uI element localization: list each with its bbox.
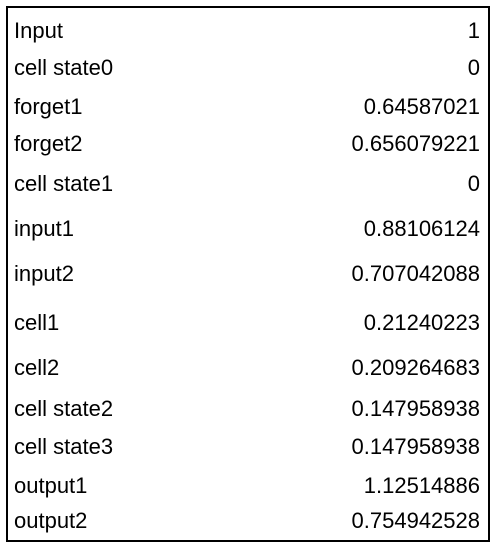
row-value: 0.656079221 bbox=[351, 131, 480, 156]
row-value: 0.64587021 bbox=[363, 94, 480, 119]
table-row: cell state0 0 bbox=[8, 53, 488, 83]
row-label: output1 bbox=[14, 473, 88, 498]
row-value: 0.21240223 bbox=[363, 310, 480, 335]
table-row: cell1 0.21240223 bbox=[8, 308, 488, 338]
row-label: cell state3 bbox=[14, 434, 114, 459]
table-row: forget1 0.64587021 bbox=[8, 92, 488, 122]
row-value: 0.88106124 bbox=[363, 216, 480, 241]
row-label: cell state2 bbox=[14, 396, 114, 421]
table-row: output2 0.754942528 bbox=[8, 506, 488, 536]
row-value: 0.209264683 bbox=[351, 355, 480, 380]
row-value: 0 bbox=[467, 171, 480, 196]
row-value: 0.147958938 bbox=[351, 396, 480, 421]
row-value: 0.707042088 bbox=[351, 261, 480, 286]
table-row: input2 0.707042088 bbox=[8, 259, 488, 289]
row-value: 0.147958938 bbox=[351, 434, 480, 459]
row-value: 0.754942528 bbox=[351, 508, 480, 533]
row-value: 1.12514886 bbox=[363, 473, 480, 498]
row-label: forget1 bbox=[14, 94, 83, 119]
table-row: cell state3 0.147958938 bbox=[8, 432, 488, 462]
row-label: cell1 bbox=[14, 310, 60, 335]
row-label: input2 bbox=[14, 261, 74, 286]
table-row: forget2 0.656079221 bbox=[8, 129, 488, 159]
row-label: cell2 bbox=[14, 355, 60, 380]
row-label: input1 bbox=[14, 216, 74, 241]
row-label: cell state0 bbox=[14, 55, 114, 80]
row-value: 1 bbox=[467, 18, 480, 43]
table-row: cell state1 0 bbox=[8, 169, 488, 199]
data-table: Input 1 cell state0 0 forget1 0.64587021… bbox=[6, 6, 490, 542]
row-label: Input bbox=[14, 18, 63, 43]
table-row: Input 1 bbox=[8, 16, 488, 46]
table-row: cell state2 0.147958938 bbox=[8, 394, 488, 424]
table-row: cell2 0.209264683 bbox=[8, 353, 488, 383]
row-value: 0 bbox=[467, 55, 480, 80]
table-row: output1 1.12514886 bbox=[8, 471, 488, 501]
row-label: cell state1 bbox=[14, 171, 114, 196]
row-label: forget2 bbox=[14, 131, 83, 156]
row-label: output2 bbox=[14, 508, 88, 533]
table-row: input1 0.88106124 bbox=[8, 214, 488, 244]
